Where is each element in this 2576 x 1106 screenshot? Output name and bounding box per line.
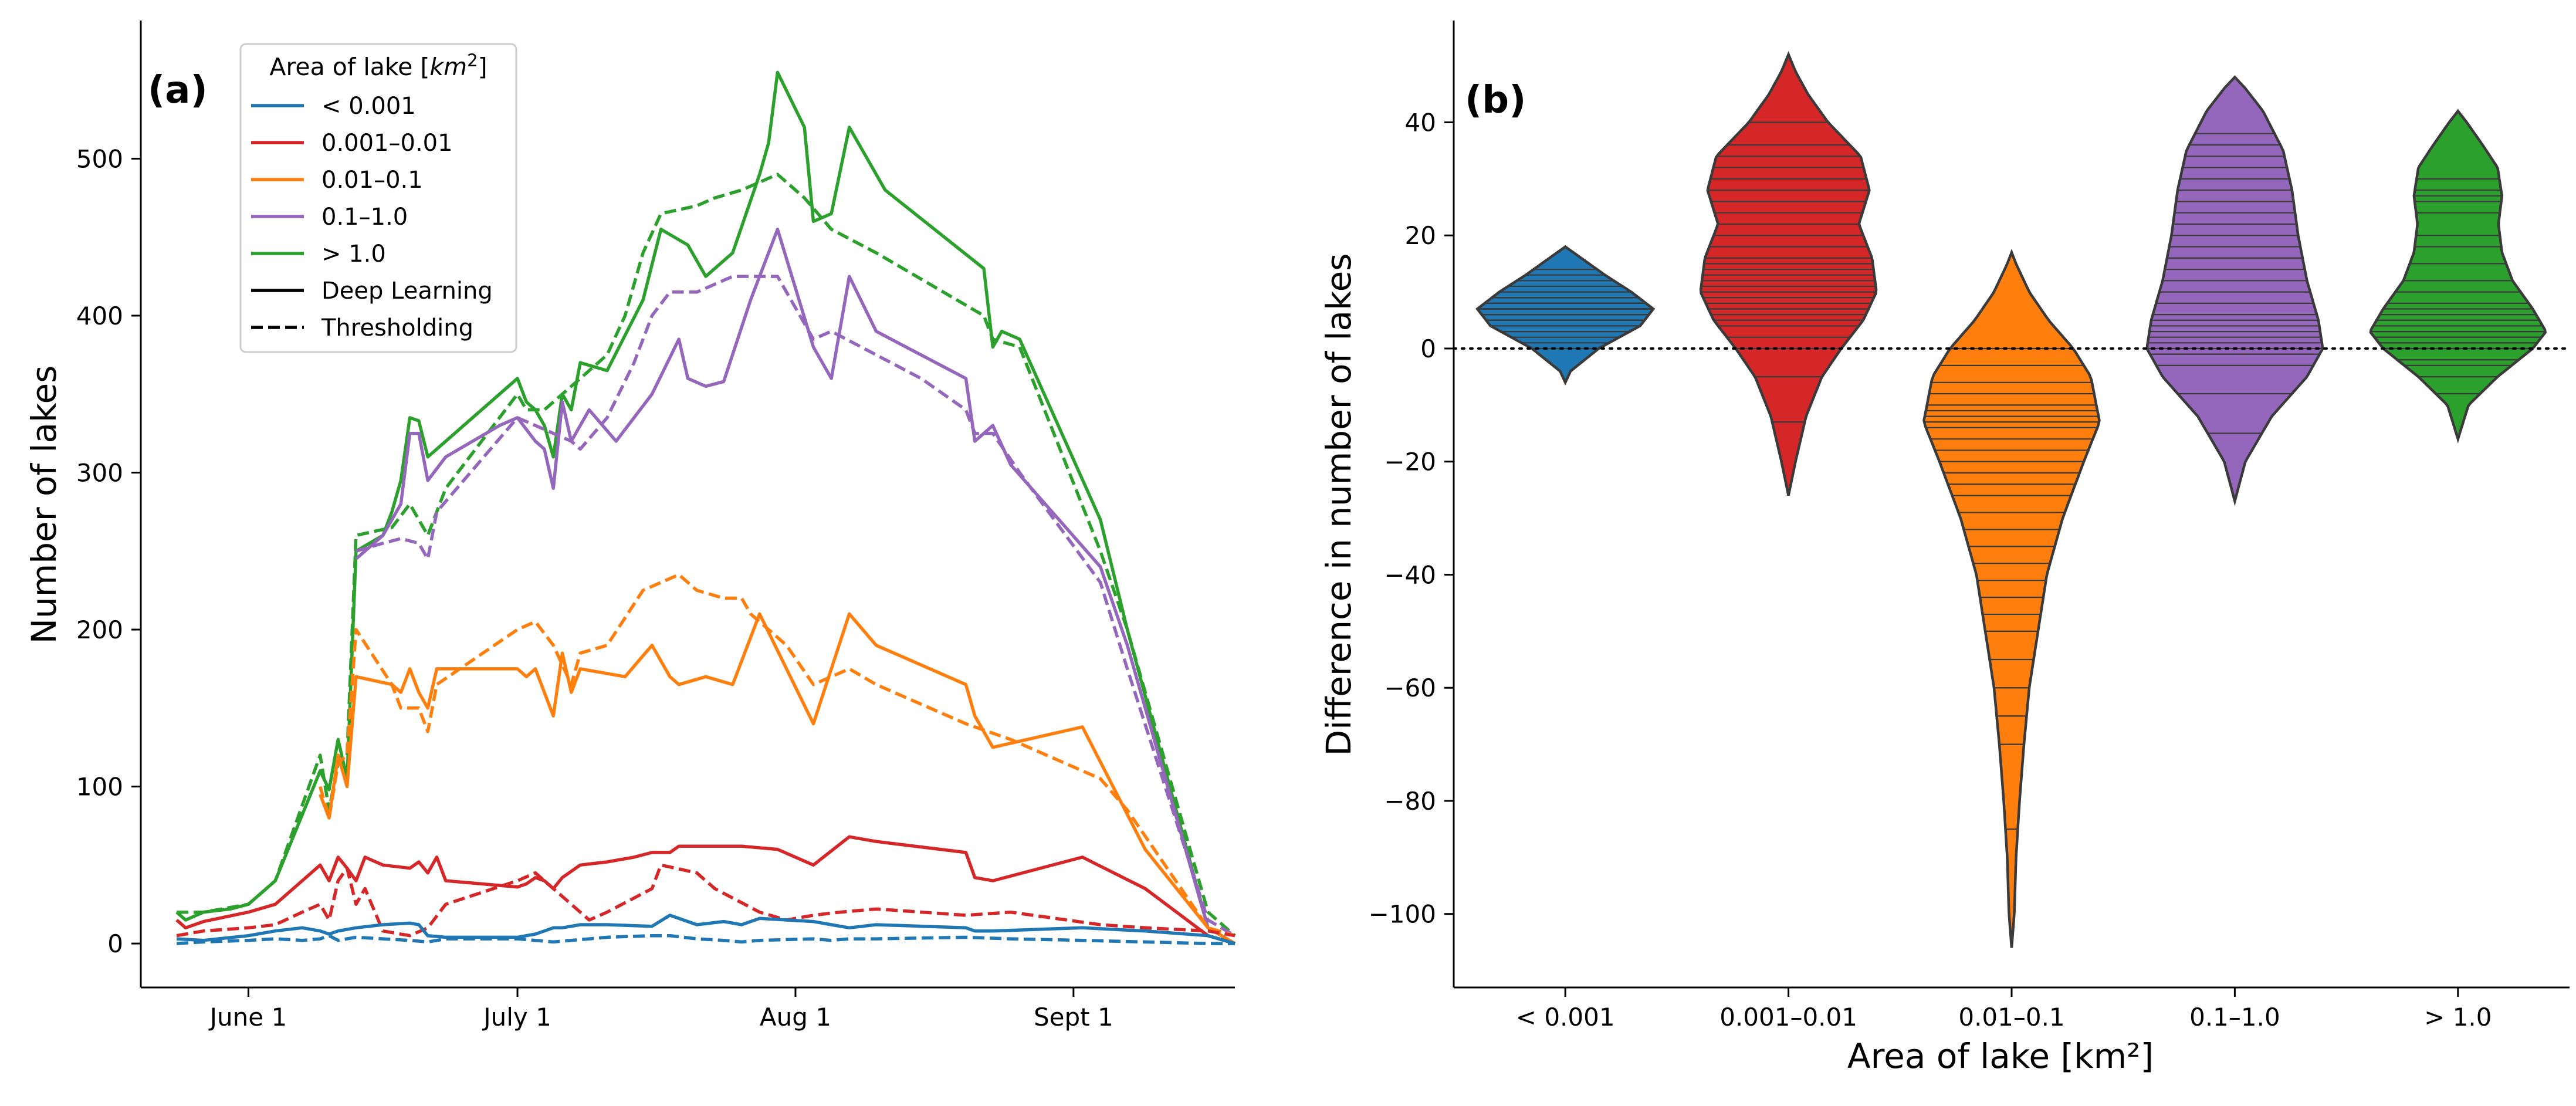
panel-b-x-ticks: < 0.001 0.001–0.01 0.01–0.1 0.1–1.0 > 1.0: [1516, 987, 2492, 1031]
legend-box: [239, 43, 517, 353]
x-tick-label: Aug 1: [760, 1003, 831, 1031]
legend-title: Area of lake [km2]: [269, 50, 487, 81]
series-line-r_0_001_0_01-deep-learning: [175, 835, 1235, 945]
legend-label: 0.01–0.1: [321, 167, 423, 194]
x-tick-label: June 1: [208, 1003, 287, 1031]
series-line-r_0_1_1_0-deep-learning: [355, 228, 1236, 945]
legend-title-unit: km: [429, 53, 467, 81]
violin-r_0_1_1_0: [2145, 75, 2324, 506]
panel-b-label: (b): [1465, 79, 1526, 122]
panel-a-y-axis-title: Number of lakes: [24, 366, 64, 644]
legend-label: Thresholding: [321, 314, 473, 341]
y-tick-label: 20: [1405, 221, 1436, 250]
panel-a: 0 100 200 300 400 500 June 1 July 1 Aug 1 Sept 1…: [24, 21, 1236, 1031]
series-line-r_0_001_0_01-thresholding: [176, 863, 1235, 938]
panel-b-x-axis-title: Area of lake [km²]: [1847, 1036, 2154, 1076]
x-tick-label: 0.1–1.0: [2189, 1003, 2280, 1031]
y-tick-label: 0: [1420, 334, 1436, 363]
legend-title-exponent: 2: [467, 50, 478, 70]
x-tick-label: July 1: [482, 1003, 551, 1031]
legend-label: 0.001–0.01: [321, 130, 453, 157]
x-tick-label: < 0.001: [1516, 1003, 1615, 1031]
panel-a-series: [175, 70, 1236, 945]
legend-label: 0.1–1.0: [321, 204, 408, 231]
series-line-lt_0_001-deep-learning: [176, 914, 1235, 945]
y-tick-label: 300: [76, 458, 123, 487]
y-tick-label: 400: [76, 302, 123, 330]
violin-r_0_01_0_1: [1922, 248, 2101, 948]
panel-a-label: (a): [148, 69, 208, 112]
legend-label: Deep Learning: [321, 278, 493, 305]
y-tick-label: 100: [76, 773, 123, 801]
panel-b: 40 20 0 −20 −40 −60 −80 −100 < 0.001 0.001–0.01 0…: [1319, 21, 2571, 1076]
y-tick-label: −60: [1384, 674, 1436, 702]
series-line-gt_1_0-deep-learning: [175, 70, 1236, 945]
violin-body: [2145, 75, 2324, 506]
series-line-lt_0_001-thresholding: [176, 933, 1235, 945]
y-tick-label: −20: [1384, 448, 1436, 476]
series-line-r_0_01_0_1-deep-learning: [319, 612, 1236, 945]
legend-title-suffix: ]: [478, 53, 488, 81]
panel-b-y-axis-title: Difference in number of lakes: [1319, 253, 1359, 756]
y-tick-label: 500: [76, 144, 123, 173]
x-tick-label: Sept 1: [1034, 1003, 1113, 1031]
panel-a-y-ticks: 0 100 200 300 400 500: [76, 144, 141, 958]
legend-entries: < 0.001 0.001–0.01 0.01–0.1 0.1–1.0 > 1.0 Dee…: [251, 93, 493, 341]
panel-b-violins: [1475, 50, 2547, 948]
x-tick-label: 0.01–0.1: [1958, 1003, 2064, 1031]
violin-gt_1_0: [2369, 109, 2547, 444]
panel-a-x-ticks: June 1 July 1 Aug 1 Sept 1: [208, 987, 1113, 1031]
y-tick-label: 40: [1405, 108, 1436, 137]
violin-lt_0_001: [1475, 245, 1656, 386]
legend-label: < 0.001: [321, 93, 416, 120]
violin-r_0_001_0_01: [1699, 50, 1878, 496]
x-tick-label: > 1.0: [2424, 1003, 2492, 1031]
y-tick-label: 200: [76, 615, 123, 644]
y-tick-label: −80: [1384, 787, 1436, 816]
violin-body: [2369, 109, 2547, 444]
y-tick-label: 0: [107, 929, 123, 958]
series-line-r_0_01_0_1-thresholding: [319, 573, 1235, 938]
violin-body: [1922, 248, 2101, 948]
panel-b-y-ticks: 40 20 0 −20 −40 −60 −80 −100: [1369, 108, 1454, 929]
legend: Area of lake [km2] < 0.001 0.001–0.01 0.01…: [239, 43, 517, 353]
legend-title-prefix: Area of lake [: [269, 53, 429, 81]
series-line-r_0_1_1_0-thresholding: [356, 275, 1236, 938]
y-tick-label: −100: [1369, 900, 1436, 929]
x-tick-label: 0.001–0.01: [1719, 1003, 1857, 1031]
legend-label: > 1.0: [321, 241, 386, 268]
y-tick-label: −40: [1384, 560, 1436, 589]
legend-title-text: Area of lake [km2]: [269, 50, 487, 81]
